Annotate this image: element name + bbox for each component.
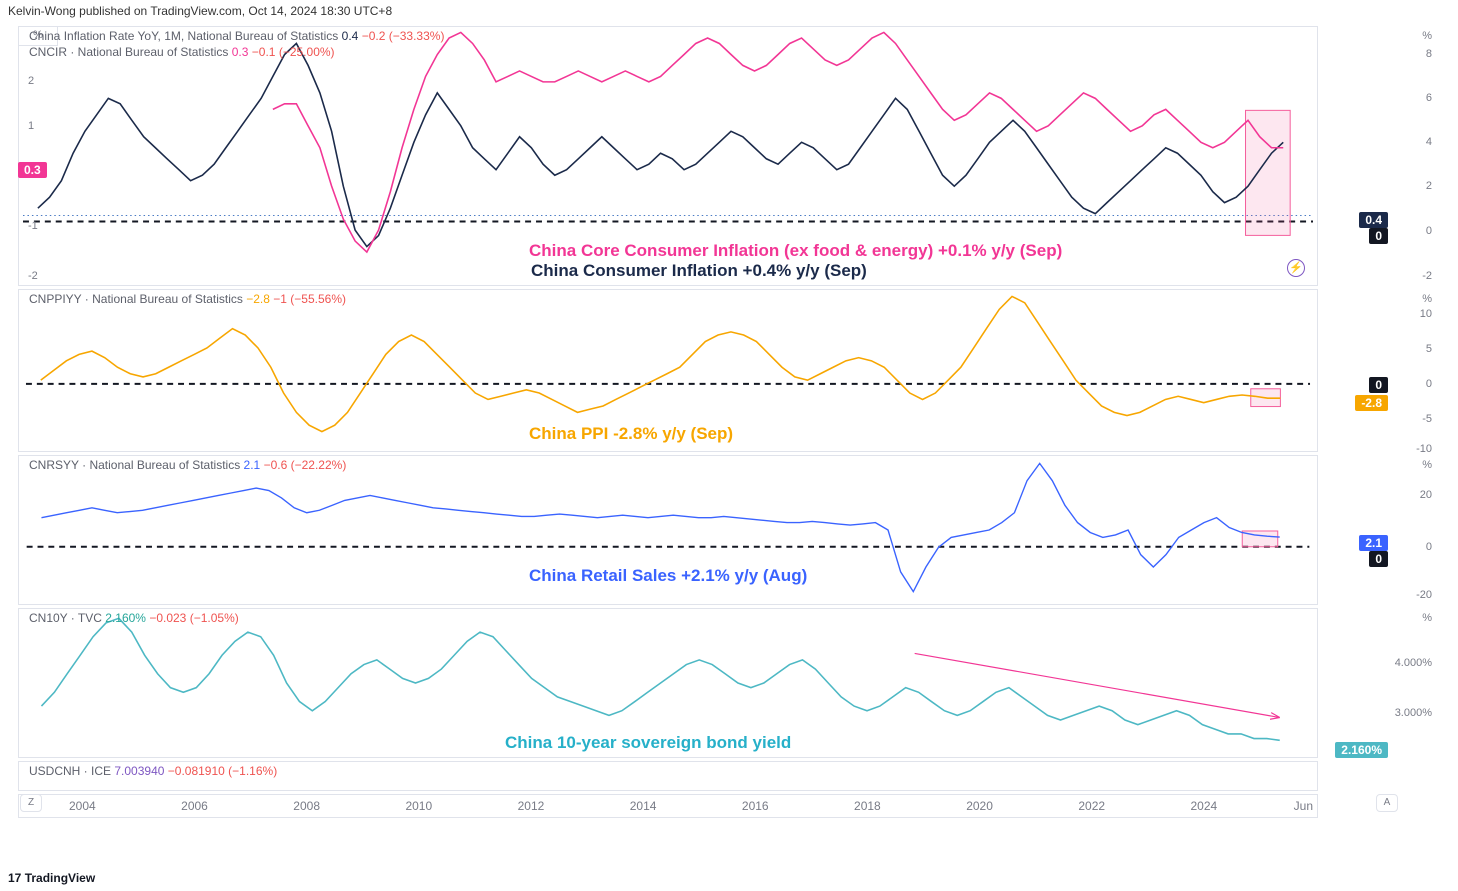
panel1-annotation-cpi: China Consumer Inflation +0.4% y/y (Sep) [531, 261, 867, 281]
panel1-annotation-core: China Core Consumer Inflation (ex food &… [529, 241, 1062, 261]
panel-inflation[interactable]: China Inflation Rate YoY, 1M, National B… [18, 26, 1318, 286]
panel4-right-axis[interactable]: %4.000%3.000% [1340, 608, 1440, 758]
auto-scale-button[interactable]: A [1376, 794, 1398, 812]
panel-usdcnh[interactable]: USDCNH · ICE 7.003940 −0.081910 (−1.16%) [18, 761, 1318, 791]
panel2-right-axis[interactable]: %1050-5-10 [1340, 289, 1440, 452]
panel3-annotation: China Retail Sales +2.1% y/y (Aug) [529, 566, 807, 586]
panel3-right-axis[interactable]: %200-20 [1340, 455, 1440, 605]
panel1-label1: China Inflation Rate YoY, 1M, National B… [29, 29, 444, 43]
panel-ppi[interactable]: CNPPIYY · National Bureau of Statistics … [18, 289, 1318, 452]
alert-icon[interactable]: ⚡ [1287, 259, 1305, 277]
panel-bond-yield[interactable]: CN10Y · TVC 2.160% −0.023 (−1.05%) China… [18, 608, 1318, 758]
tradingview-logo: 17 TradingView [8, 871, 95, 885]
panel1-right-axis[interactable]: %86420-2 [1340, 26, 1440, 286]
panel1-badge-right-1: 0.4 [1359, 212, 1388, 228]
panel3-badge-right-2: 0 [1369, 551, 1388, 567]
panel4-badge-right: 2.160% [1335, 742, 1388, 758]
panel3-label: CNRSYY · National Bureau of Statistics 2… [29, 458, 346, 472]
x-axis[interactable]: 2004200620082010201220142016201820202022… [18, 794, 1318, 818]
panel2-label: CNPPIYY · National Bureau of Statistics … [29, 292, 346, 306]
panel1-label2: CNCIR · National Bureau of Statistics 0.… [29, 45, 335, 59]
panel-retail[interactable]: CNRSYY · National Bureau of Statistics 2… [18, 455, 1318, 605]
panel2-badge-right-2: -2.8 [1355, 395, 1388, 411]
panel3-badge-right-1: 2.1 [1359, 535, 1388, 551]
panel5-label: USDCNH · ICE 7.003940 −0.081910 (−1.16%) [29, 764, 277, 778]
publish-header: Kelvin-Wong published on TradingView.com… [0, 0, 1458, 22]
panel4-label: CN10Y · TVC 2.160% −0.023 (−1.05%) [29, 611, 239, 625]
timezone-button[interactable]: Z [20, 794, 42, 812]
panel2-annotation: China PPI -2.8% y/y (Sep) [529, 424, 733, 444]
panel4-annotation: China 10-year sovereign bond yield [505, 733, 791, 753]
panel2-badge-right-1: 0 [1369, 377, 1388, 393]
panel1-badge-right-2: 0 [1369, 228, 1388, 244]
panel1-badge-left: 0.3 [18, 162, 47, 178]
